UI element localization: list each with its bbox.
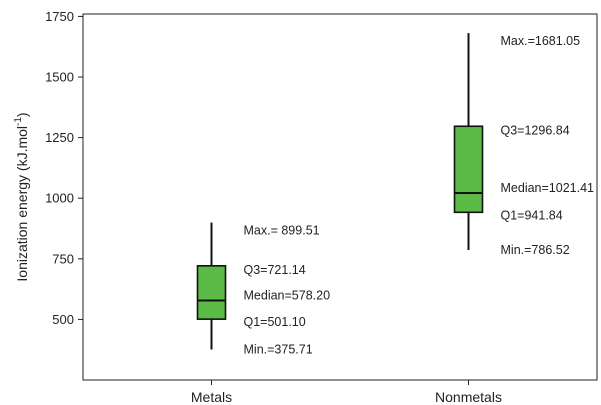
x-category-label-metals: Metals [191,389,232,405]
iqr-box-nonmetals [453,125,484,214]
annotation-min-nonmetals: Min.=786.52 [501,243,570,257]
annotation-q1-metals: Q1=501.10 [244,315,306,329]
plot-frame [82,13,598,381]
annotation-q1-nonmetals: Q1=941.84 [501,208,563,222]
y-axis-label: Ionization energy (kJ.mol-1) [13,112,30,281]
y-tick-label: 500 [52,312,74,327]
y-axis-label-close: ) [14,112,30,117]
y-tick-label: 1250 [45,130,74,145]
annotation-max-metals: Max.= 899.51 [244,224,320,238]
y-tick-label: 1750 [45,9,74,24]
y-axis: 500 750 1000 1250 1500 1750 [45,9,83,327]
y-tick-label: 1000 [45,191,74,206]
annotation-median-nonmetals: Median=1021.41 [501,181,595,195]
box-nonmetals: Max.=1681.05 Q3=1296.84 Median=1021.41 Q1=9… [453,33,595,257]
y-tick-label: 1500 [45,70,74,85]
iqr-box-metals [196,265,227,320]
annotation-q3-metals: Q3=721.14 [244,263,306,277]
annotation-median-metals: Median=578.20 [244,288,331,302]
annotation-min-metals: Min.=375.71 [244,343,313,357]
annotation-q3-nonmetals: Q3=1296.84 [501,123,570,137]
boxes: Max.= 899.51 Q3=721.14 Median=578.20 Q1=501… [196,33,595,357]
annotation-max-nonmetals: Max.=1681.05 [501,34,581,48]
y-tick-label: 750 [52,251,74,266]
box-metals: Max.= 899.51 Q3=721.14 Median=578.20 Q1=501… [196,222,331,357]
y-axis-label-sup: -1 [13,117,24,126]
x-category-label-nonmetals: Nonmetals [435,389,502,405]
y-axis-label-main: Ionization energy (kJ.mol [14,126,30,282]
x-axis: Metals Nonmetals [191,380,502,405]
